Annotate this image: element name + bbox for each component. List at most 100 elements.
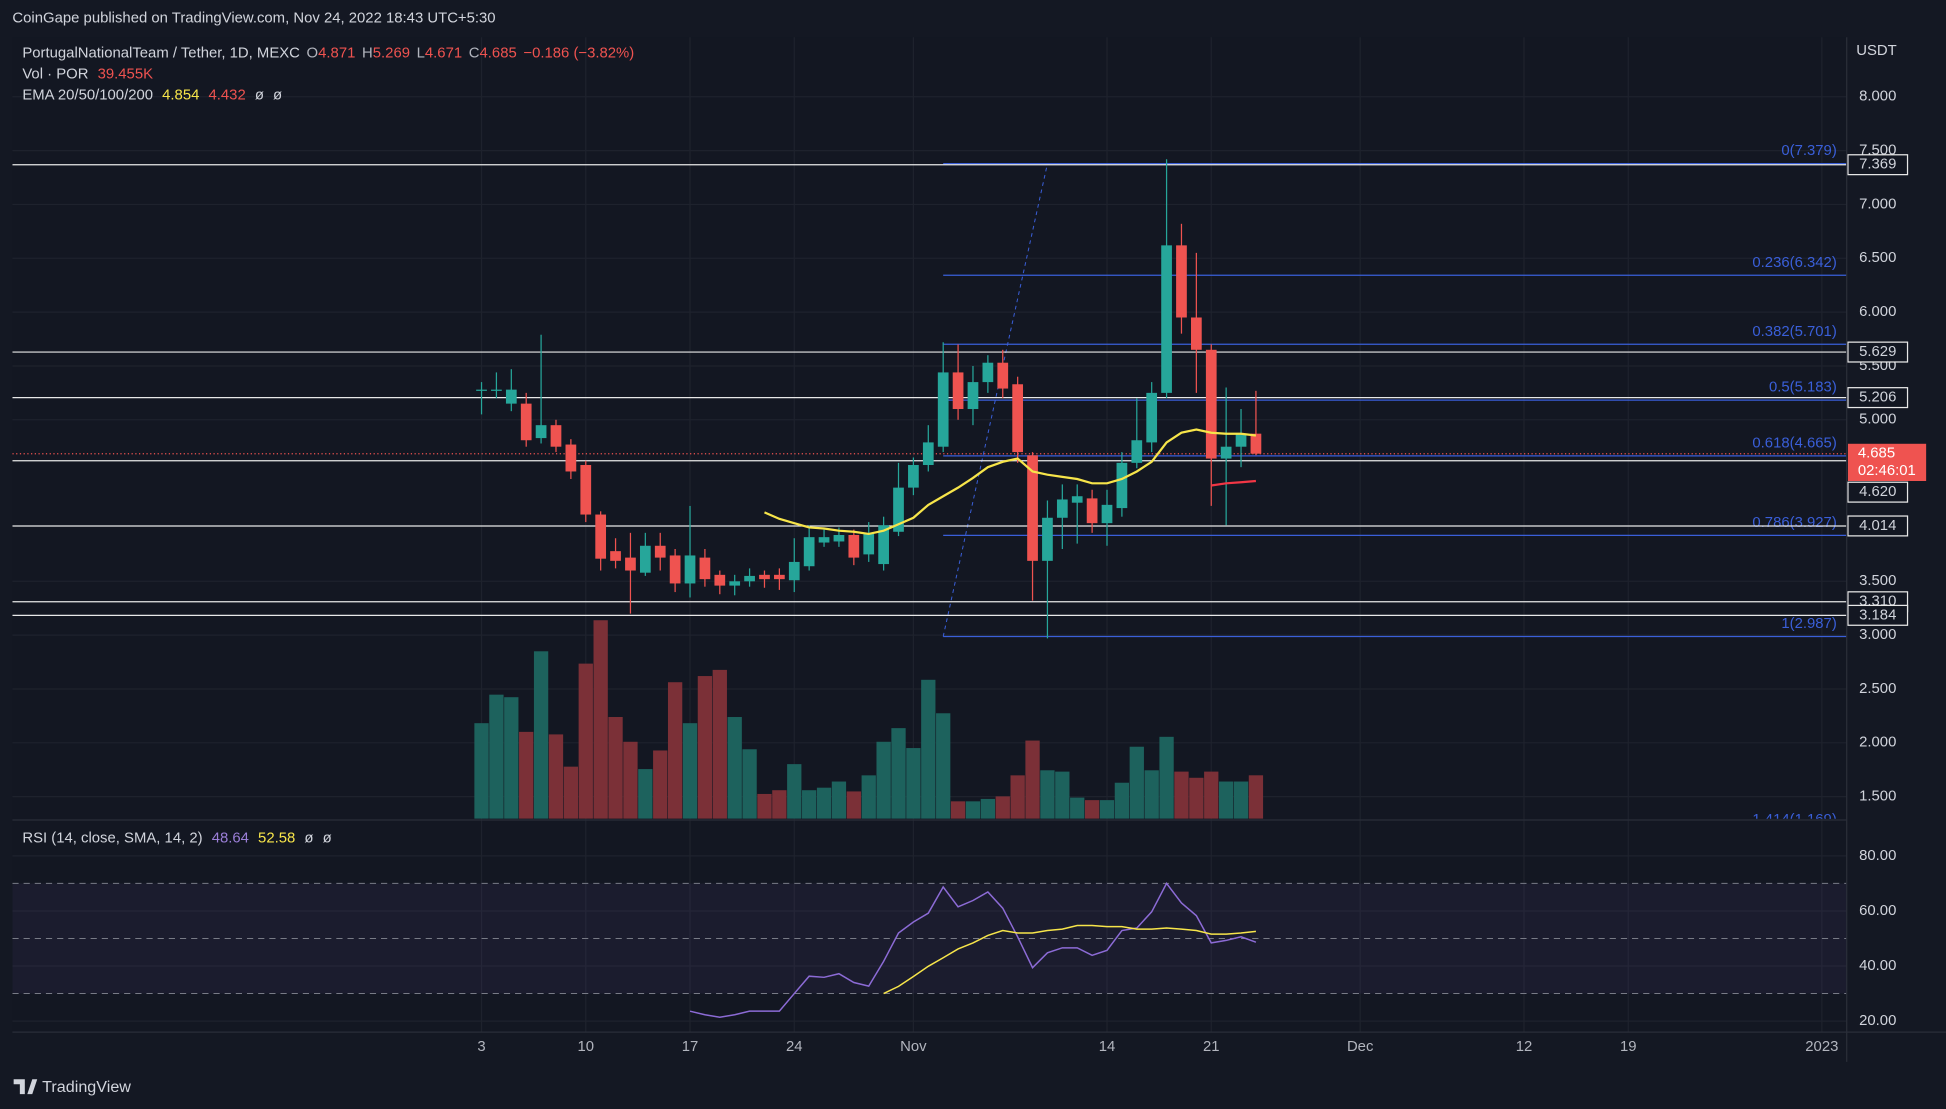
rsi-pane [12,882,1847,1018]
brand-logo [13,1079,38,1095]
candle-body [818,537,830,543]
volume-bar [861,775,876,819]
volume-bar [1099,800,1115,819]
volume-bar [876,741,891,819]
ema-line [764,428,1257,536]
level-label: 5.206 [1859,390,1896,406]
volume-bar [727,717,742,819]
candle-body [1176,245,1187,318]
high-value: 5.269 [373,45,410,61]
volume-bar [802,790,817,819]
candle-body [759,574,770,580]
candle-body [491,389,502,391]
volume-bar [682,723,698,819]
rsi-sma-value: 52.58 [258,831,295,847]
na-value: ø [255,87,264,103]
volume-bar [936,713,951,819]
countdown: 02:46:01 [1858,463,1916,479]
volume-bar [787,764,802,819]
x-tick-label: 2023 [1805,1039,1838,1055]
candle-body [922,442,934,466]
candle-body [580,465,592,515]
y-tick-label: 2.000 [1859,735,1896,751]
rsi-line [689,882,1257,1018]
candle-body [1146,392,1158,443]
volume-bar [1070,797,1085,819]
x-tick-label: Nov [900,1039,927,1055]
volume-bar [697,676,713,819]
volume-bar [608,717,623,819]
candle-body [520,403,532,441]
candle-body [833,534,845,542]
ohlc-label: L [417,45,425,61]
ema-label: EMA 20/50/100/200 [22,87,153,103]
candle-body [1056,499,1068,518]
volume-bar [1040,770,1055,819]
candle-body [982,362,994,383]
volume-bar [980,798,996,819]
candle-body [639,545,651,573]
volume-legend: Vol · POR 39.455K [22,66,153,82]
candle-body [744,575,755,582]
volume-bar [533,651,549,819]
rsi-tick-label: 80.00 [1859,848,1896,864]
candle-body [1205,349,1217,459]
volume-bar [1204,771,1219,819]
fib-label: 0.382(5.701) [1752,324,1836,340]
current-price-box [1847,443,1927,481]
fib-label: 0.5(5.183) [1769,380,1837,396]
symbol-legend: PortugalNationalTeam / Tether, 1D, MEXC … [22,45,634,61]
level-label-box [1847,515,1909,537]
candle-body [893,487,904,532]
x-tick-label: 3 [477,1039,485,1055]
candle-body [1235,433,1247,447]
volume-bar [1010,775,1025,819]
candle-body [1116,462,1128,509]
volume-bar [906,748,921,819]
y-tick-label: 2.500 [1859,681,1896,697]
volume-bar [1084,800,1100,819]
candle-body [1250,433,1262,454]
candle-body [654,545,666,558]
ohlc-label: O [307,45,319,61]
volume-bar [563,766,579,819]
volume-bar [712,669,727,819]
y-tick-label: 6.000 [1859,304,1896,320]
level-label-box [1847,387,1909,409]
x-tick-label: Dec [1347,1039,1374,1055]
fib-label: 1.414(1.169) [1752,812,1836,828]
volume-bar [593,620,608,819]
volume-bar [1159,736,1174,819]
y-tick-label: 3.500 [1859,573,1896,589]
candle-body [505,389,517,404]
candle-body [1071,496,1083,503]
candle-body [848,534,860,558]
rsi-line [883,924,1257,995]
level-label-box [1847,154,1909,176]
axes: 3 10 17 24 Nov 14 21 Dec 12 19 20238.0007.5007.000… [477,89,1927,1055]
fib-label: 1(2.987) [1781,616,1836,632]
candle-body [1012,384,1024,453]
volume-bar [489,694,504,819]
volume-bar [623,741,638,819]
candle-body [967,382,979,410]
volume-bar [995,796,1010,819]
candle-body [729,581,741,586]
change: −0.186 (−3.82%) [523,45,634,61]
volume-bar [757,793,772,819]
currency: USDT [1856,43,1897,59]
candle-body [1086,498,1098,524]
volume-bar [578,663,593,819]
candle-body [699,557,711,580]
volume-bar [1189,777,1204,819]
level-label-box [1847,481,1909,503]
volume-bar [965,801,981,819]
x-tick-label: 19 [1620,1039,1637,1055]
plot-background [12,37,1847,1033]
y-tick-label: 6.500 [1859,250,1896,266]
rsi-value: 48.64 [212,831,249,847]
level-label: 7.369 [1859,157,1896,173]
volume-bar [1129,746,1144,819]
brand[interactable]: TradingView [42,1078,131,1096]
